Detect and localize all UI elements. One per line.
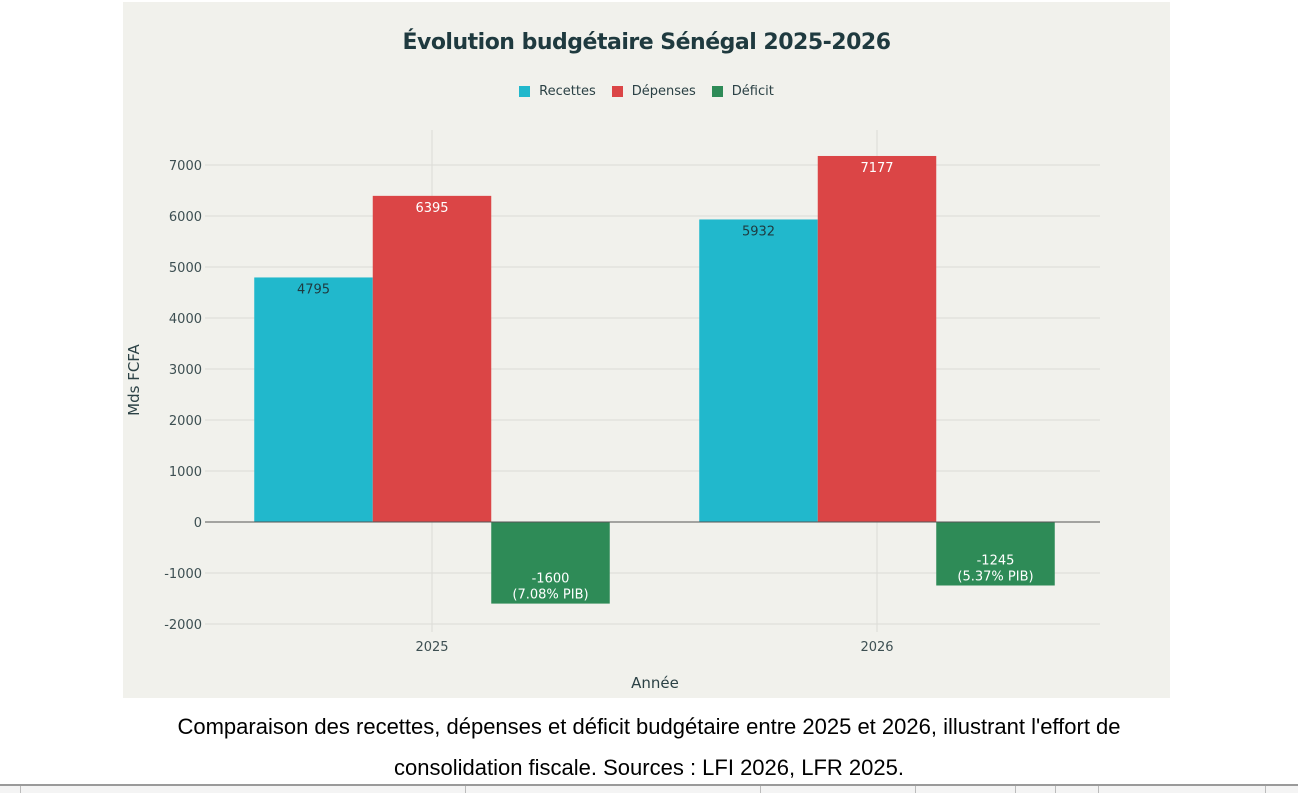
legend-swatch [711, 86, 723, 97]
bar-dépenses-2025 [372, 195, 492, 523]
y-tick-label: 2000 [169, 414, 202, 429]
bar-dépenses-2026 [817, 155, 937, 522]
legend-item-dépenses[interactable]: Dépenses [611, 84, 696, 99]
bar-recettes-2025 [254, 277, 373, 522]
legend-label: Dépenses [631, 84, 696, 99]
y-tick-label: 4000 [169, 312, 202, 327]
legend: Recettes Dépenses Déficit [123, 84, 1170, 99]
y-tick-label: 5000 [169, 261, 202, 276]
bottom-border [0, 784, 1298, 793]
data-label: 6395 [415, 201, 448, 216]
chart-title: Évolution budgétaire Sénégal 2025-2026 [402, 30, 891, 55]
legend-item-recettes[interactable]: Recettes [519, 84, 596, 99]
y-tick-label: -1000 [164, 567, 202, 582]
legend-swatch [611, 86, 623, 97]
bar-déficit-2026 [936, 522, 1055, 586]
y-axis-title: Mds FCFA [125, 343, 143, 415]
data-label: -1600 [532, 572, 570, 587]
figure-caption: Comparaison des recettes, dépenses et dé… [0, 706, 1298, 788]
y-tick-label: 7000 [169, 159, 202, 174]
y-tick-label: 0 [194, 516, 202, 531]
x-axis-title: Année [631, 674, 679, 692]
data-label: -1245 [977, 553, 1015, 568]
y-tick-label: -2000 [164, 618, 202, 633]
data-label: 4795 [297, 282, 330, 297]
bar-déficit-2025 [491, 522, 610, 604]
bar-recettes-2026 [699, 219, 818, 522]
legend-label: Déficit [731, 84, 774, 99]
data-label: 7177 [860, 161, 893, 176]
legend-label: Recettes [539, 84, 596, 99]
caption-text: Comparaison des recettes, dépenses et dé… [177, 714, 1121, 780]
y-tick-label: 1000 [169, 465, 202, 480]
y-tick-label: 6000 [169, 210, 202, 225]
legend-item-déficit[interactable]: Déficit [711, 84, 774, 99]
legend-swatch [519, 86, 531, 97]
data-label: 5932 [742, 224, 775, 239]
data-label: (7.08% PIB) [512, 588, 588, 603]
x-tick-label: 2025 [415, 640, 448, 655]
data-label: (5.37% PIB) [957, 569, 1033, 584]
x-tick-label: 2026 [860, 640, 893, 655]
y-tick-label: 3000 [169, 363, 202, 378]
bar-chart: -2000 -1000 0 1000 2000 3000 4000 5000 6000 7000 2… [125, 130, 1100, 692]
